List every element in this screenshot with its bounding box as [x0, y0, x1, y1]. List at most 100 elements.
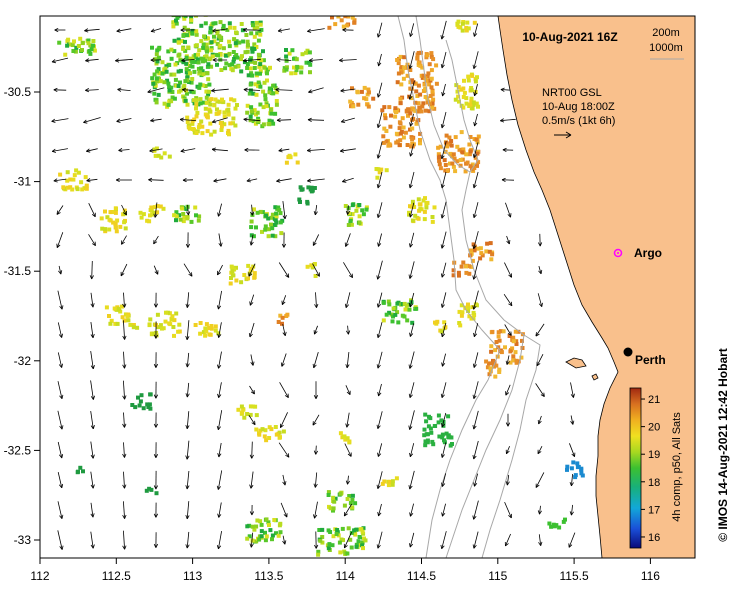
current-arrow — [505, 474, 510, 486]
current-arrow — [153, 532, 159, 548]
sst-pixel — [205, 49, 209, 54]
sst-pixel — [111, 220, 116, 225]
sst-pixel — [398, 54, 403, 59]
current-arrow — [376, 141, 383, 159]
argo-marker-center — [617, 252, 619, 254]
sst-pixel — [137, 403, 142, 408]
sst-pixel — [466, 309, 471, 313]
sst-pixel — [91, 43, 95, 48]
sst-pixel — [83, 175, 88, 180]
sst-pixel — [259, 522, 264, 527]
current-arrow — [276, 178, 292, 183]
sst-pixel — [88, 43, 93, 48]
sst-pixel — [194, 213, 198, 218]
sst-pixel — [153, 57, 158, 62]
y-tick-label: -31 — [14, 175, 32, 189]
sst-pixel — [354, 527, 359, 532]
sst-pixel — [263, 227, 268, 232]
sst-pixel — [469, 96, 474, 101]
sst-pixel — [399, 82, 404, 87]
sst-pixel — [399, 65, 404, 70]
sst-pixel — [472, 20, 477, 25]
sst-pixel — [317, 528, 322, 532]
sst-pixel — [266, 234, 271, 239]
current-arrow — [57, 472, 64, 489]
sst-pixel — [194, 16, 198, 18]
sst-pixel — [455, 89, 460, 94]
sst-pixel — [340, 526, 345, 531]
sst-pixel — [122, 318, 127, 323]
current-arrow — [153, 265, 159, 275]
sst-pixel — [170, 314, 175, 319]
sst-pixel — [182, 25, 187, 30]
sst-pixel — [489, 257, 494, 262]
sst-pixel — [181, 212, 186, 216]
current-arrow — [122, 530, 127, 550]
sst-pixel — [201, 330, 206, 335]
current-arrow — [57, 290, 64, 310]
sst-pixel — [251, 234, 256, 239]
sst-pixel — [381, 300, 386, 305]
sst-pixel — [284, 48, 288, 52]
sst-pixel — [166, 102, 171, 107]
sst-pixel — [198, 331, 203, 336]
sst-pixel — [233, 123, 238, 128]
sst-pixel — [155, 312, 160, 317]
sst-pixel — [126, 318, 131, 323]
sst-pixel — [209, 326, 214, 331]
current-arrow — [150, 118, 162, 123]
sst-pixel — [231, 50, 236, 54]
x-tick-label: 115 — [488, 569, 507, 583]
sst-pixel — [416, 51, 421, 55]
sst-pixel — [379, 167, 384, 172]
sst-pixel — [259, 534, 264, 539]
sst-pixel — [360, 529, 365, 534]
sst-pixel — [100, 226, 105, 231]
sst-pixel — [451, 268, 456, 273]
sst-pixel — [487, 372, 492, 377]
current-arrow — [276, 57, 292, 62]
sst-pixel — [478, 256, 483, 261]
sst-pixel — [193, 7, 197, 11]
sst-pixel — [492, 359, 497, 364]
current-arrow — [53, 178, 67, 183]
sst-pixel — [76, 469, 80, 474]
current-arrow — [250, 204, 255, 216]
x-tick-label: 112.5 — [102, 569, 131, 583]
sst-pixel — [421, 89, 426, 93]
sst-pixel — [269, 215, 274, 220]
sst-pixel — [107, 314, 111, 318]
sst-pixel — [397, 126, 402, 131]
sst-pixel — [120, 315, 125, 320]
current-arrow — [376, 171, 383, 189]
sst-pixel — [461, 86, 466, 91]
sst-pixel — [316, 549, 321, 554]
sst-pixel — [262, 80, 267, 85]
sst-pixel — [469, 248, 473, 253]
sst-pixel — [357, 535, 362, 539]
sst-pixel — [326, 490, 331, 495]
sst-pixel — [208, 332, 213, 337]
sst-pixel — [292, 56, 296, 61]
current-arrow — [570, 382, 575, 398]
sst-pixel — [417, 105, 422, 110]
sst-pixel — [186, 123, 191, 128]
current-arrow — [473, 84, 478, 97]
sst-pixel — [411, 80, 416, 85]
current-arrow — [307, 148, 325, 153]
sst-pixel — [492, 364, 496, 369]
sst-pixel — [164, 310, 168, 315]
rottnest-island — [565, 357, 587, 369]
sst-pixel — [150, 76, 155, 81]
sst-pixel — [99, 216, 104, 221]
current-arrow — [345, 475, 350, 485]
sst-pixel — [189, 89, 194, 94]
sst-pixel — [298, 200, 302, 204]
sst-pixel — [498, 329, 503, 334]
sst-pixel — [276, 320, 281, 324]
sst-pixel — [284, 67, 289, 72]
current-arrow — [180, 148, 196, 153]
sst-pixel — [183, 48, 188, 53]
sst-pixel — [466, 26, 471, 31]
sst-pixel — [209, 97, 214, 102]
